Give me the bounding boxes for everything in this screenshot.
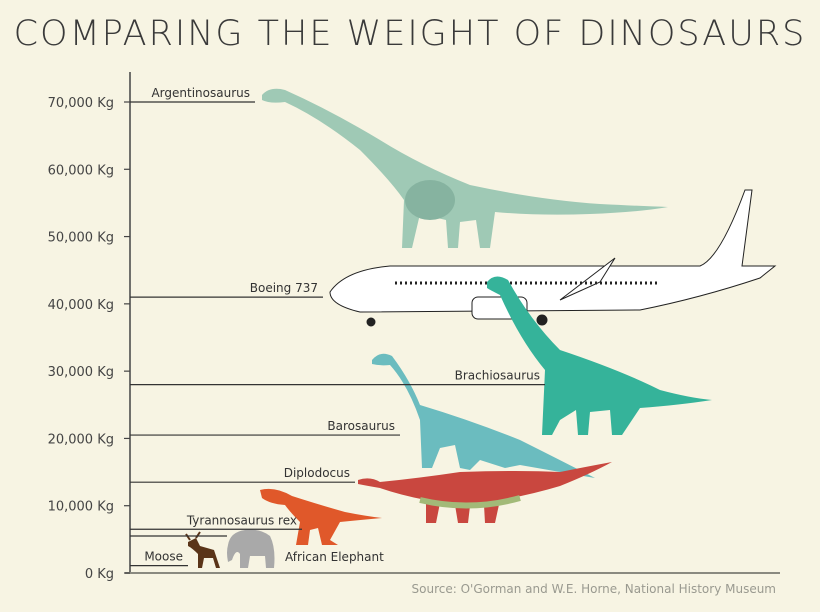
brachiosaurus-illustration: [487, 276, 712, 435]
argentinosaurus-label: Argentinosaurus: [151, 86, 250, 100]
barosaurus-illustration: [372, 353, 595, 478]
diplodocus-label: Diplodocus: [284, 466, 350, 480]
argentinosaurus-illustration: [262, 88, 668, 249]
y-tick-label: 40,000 Kg: [48, 298, 114, 313]
y-tick-label: 70,000 Kg: [48, 96, 114, 111]
moose-label: Moose: [144, 550, 183, 564]
tyrannosaurus-rex-illustration: [260, 488, 382, 545]
source-note: Source: O'Gorman and W.E. Horne, Nationa…: [411, 582, 776, 596]
y-tick-label: 30,000 Kg: [48, 365, 114, 380]
moose-illustration: [185, 531, 220, 568]
y-tick-label: 0 Kg: [85, 567, 114, 582]
african-elephant-illustration: [227, 529, 275, 568]
chart-title: COMPARING THE WEIGHT OF DINOSAURS: [13, 14, 807, 54]
weight-lines: Argentinosaurus Boeing 737 Brachiosaurus Ba…: [130, 86, 545, 567]
tyrannosaurus-rex-label: Tyrannosaurus rex: [186, 513, 297, 527]
y-tick-label: 10,000 Kg: [48, 500, 114, 515]
african-elephant-label: African Elephant: [285, 550, 384, 564]
y-tick-label: 20,000 Kg: [48, 432, 114, 447]
boeing-737-label: Boeing 737: [250, 281, 318, 295]
y-tick-label: 60,000 Kg: [48, 163, 114, 178]
boeing-737-illustration: [329, 189, 777, 327]
diplodocus-illustration: [358, 462, 612, 523]
y-axis: 0 Kg 10,000 Kg 20,000 Kg 30,000 Kg 40,000 Kg…: [48, 72, 780, 582]
y-tick-label: 50,000 Kg: [48, 231, 114, 246]
illustrations: [185, 88, 777, 568]
barosaurus-label: Barosaurus: [327, 419, 395, 433]
brachiosaurus-label: Brachiosaurus: [455, 369, 540, 383]
